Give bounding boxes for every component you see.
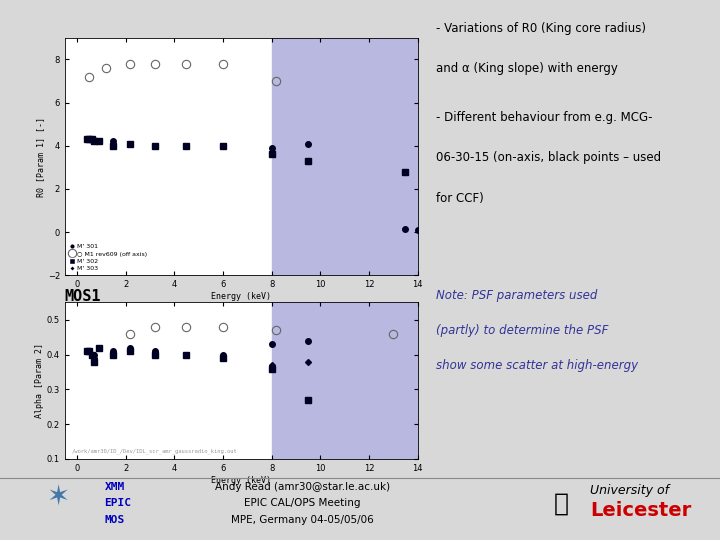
Legend: M' 301, ○ M1 rev609 (off axis), M' 302, M' 303: M' 301, ○ M1 rev609 (off axis), M' 302, … [68, 242, 148, 272]
Text: (partly) to determine the PSF: (partly) to determine the PSF [436, 324, 608, 337]
Text: Leicester: Leicester [590, 501, 692, 519]
X-axis label: Energy (keV): Energy (keV) [211, 476, 271, 484]
Y-axis label: Alpha [Param 2]: Alpha [Param 2] [35, 343, 44, 418]
Text: 🛡: 🛡 [554, 491, 569, 515]
Text: - Different behaviour from e.g. MCG-: - Different behaviour from e.g. MCG- [436, 111, 652, 124]
Text: and α (King slope) with energy: and α (King slope) with energy [436, 62, 618, 75]
Text: MOS: MOS [104, 515, 125, 525]
Text: XMM: XMM [104, 482, 125, 492]
Text: 06-30-15 (on-axis, black points – used: 06-30-15 (on-axis, black points – used [436, 151, 661, 164]
Text: show some scatter at high-energy: show some scatter at high-energy [436, 359, 638, 372]
X-axis label: Energy (keV): Energy (keV) [211, 292, 271, 301]
Text: MPE, Germany 04-05/05/06: MPE, Germany 04-05/05/06 [231, 515, 374, 525]
Text: Note: PSF parameters used: Note: PSF parameters used [436, 289, 597, 302]
Text: MOS1: MOS1 [65, 289, 102, 304]
Bar [271, 38, 442, 275]
Bar [271, 302, 442, 459]
Text: ✶: ✶ [46, 483, 69, 511]
Text: EPIC CAL/OPS Meeting: EPIC CAL/OPS Meeting [244, 498, 361, 509]
Text: /work/amr30/ID_/Dev/IDL_scr_amr_gaussradio_king.out: /work/amr30/ID_/Dev/IDL_scr_amr_gaussrad… [72, 449, 238, 454]
Text: - Variations of R0 (King core radius): - Variations of R0 (King core radius) [436, 22, 646, 35]
Text: EPIC: EPIC [104, 498, 131, 509]
Text: University of: University of [590, 484, 670, 497]
Text: Andy Read (amr30@star.le.ac.uk): Andy Read (amr30@star.le.ac.uk) [215, 482, 390, 492]
Text: for CCF): for CCF) [436, 192, 483, 205]
Y-axis label: R0 [Param 1] [-]: R0 [Param 1] [-] [36, 117, 45, 197]
